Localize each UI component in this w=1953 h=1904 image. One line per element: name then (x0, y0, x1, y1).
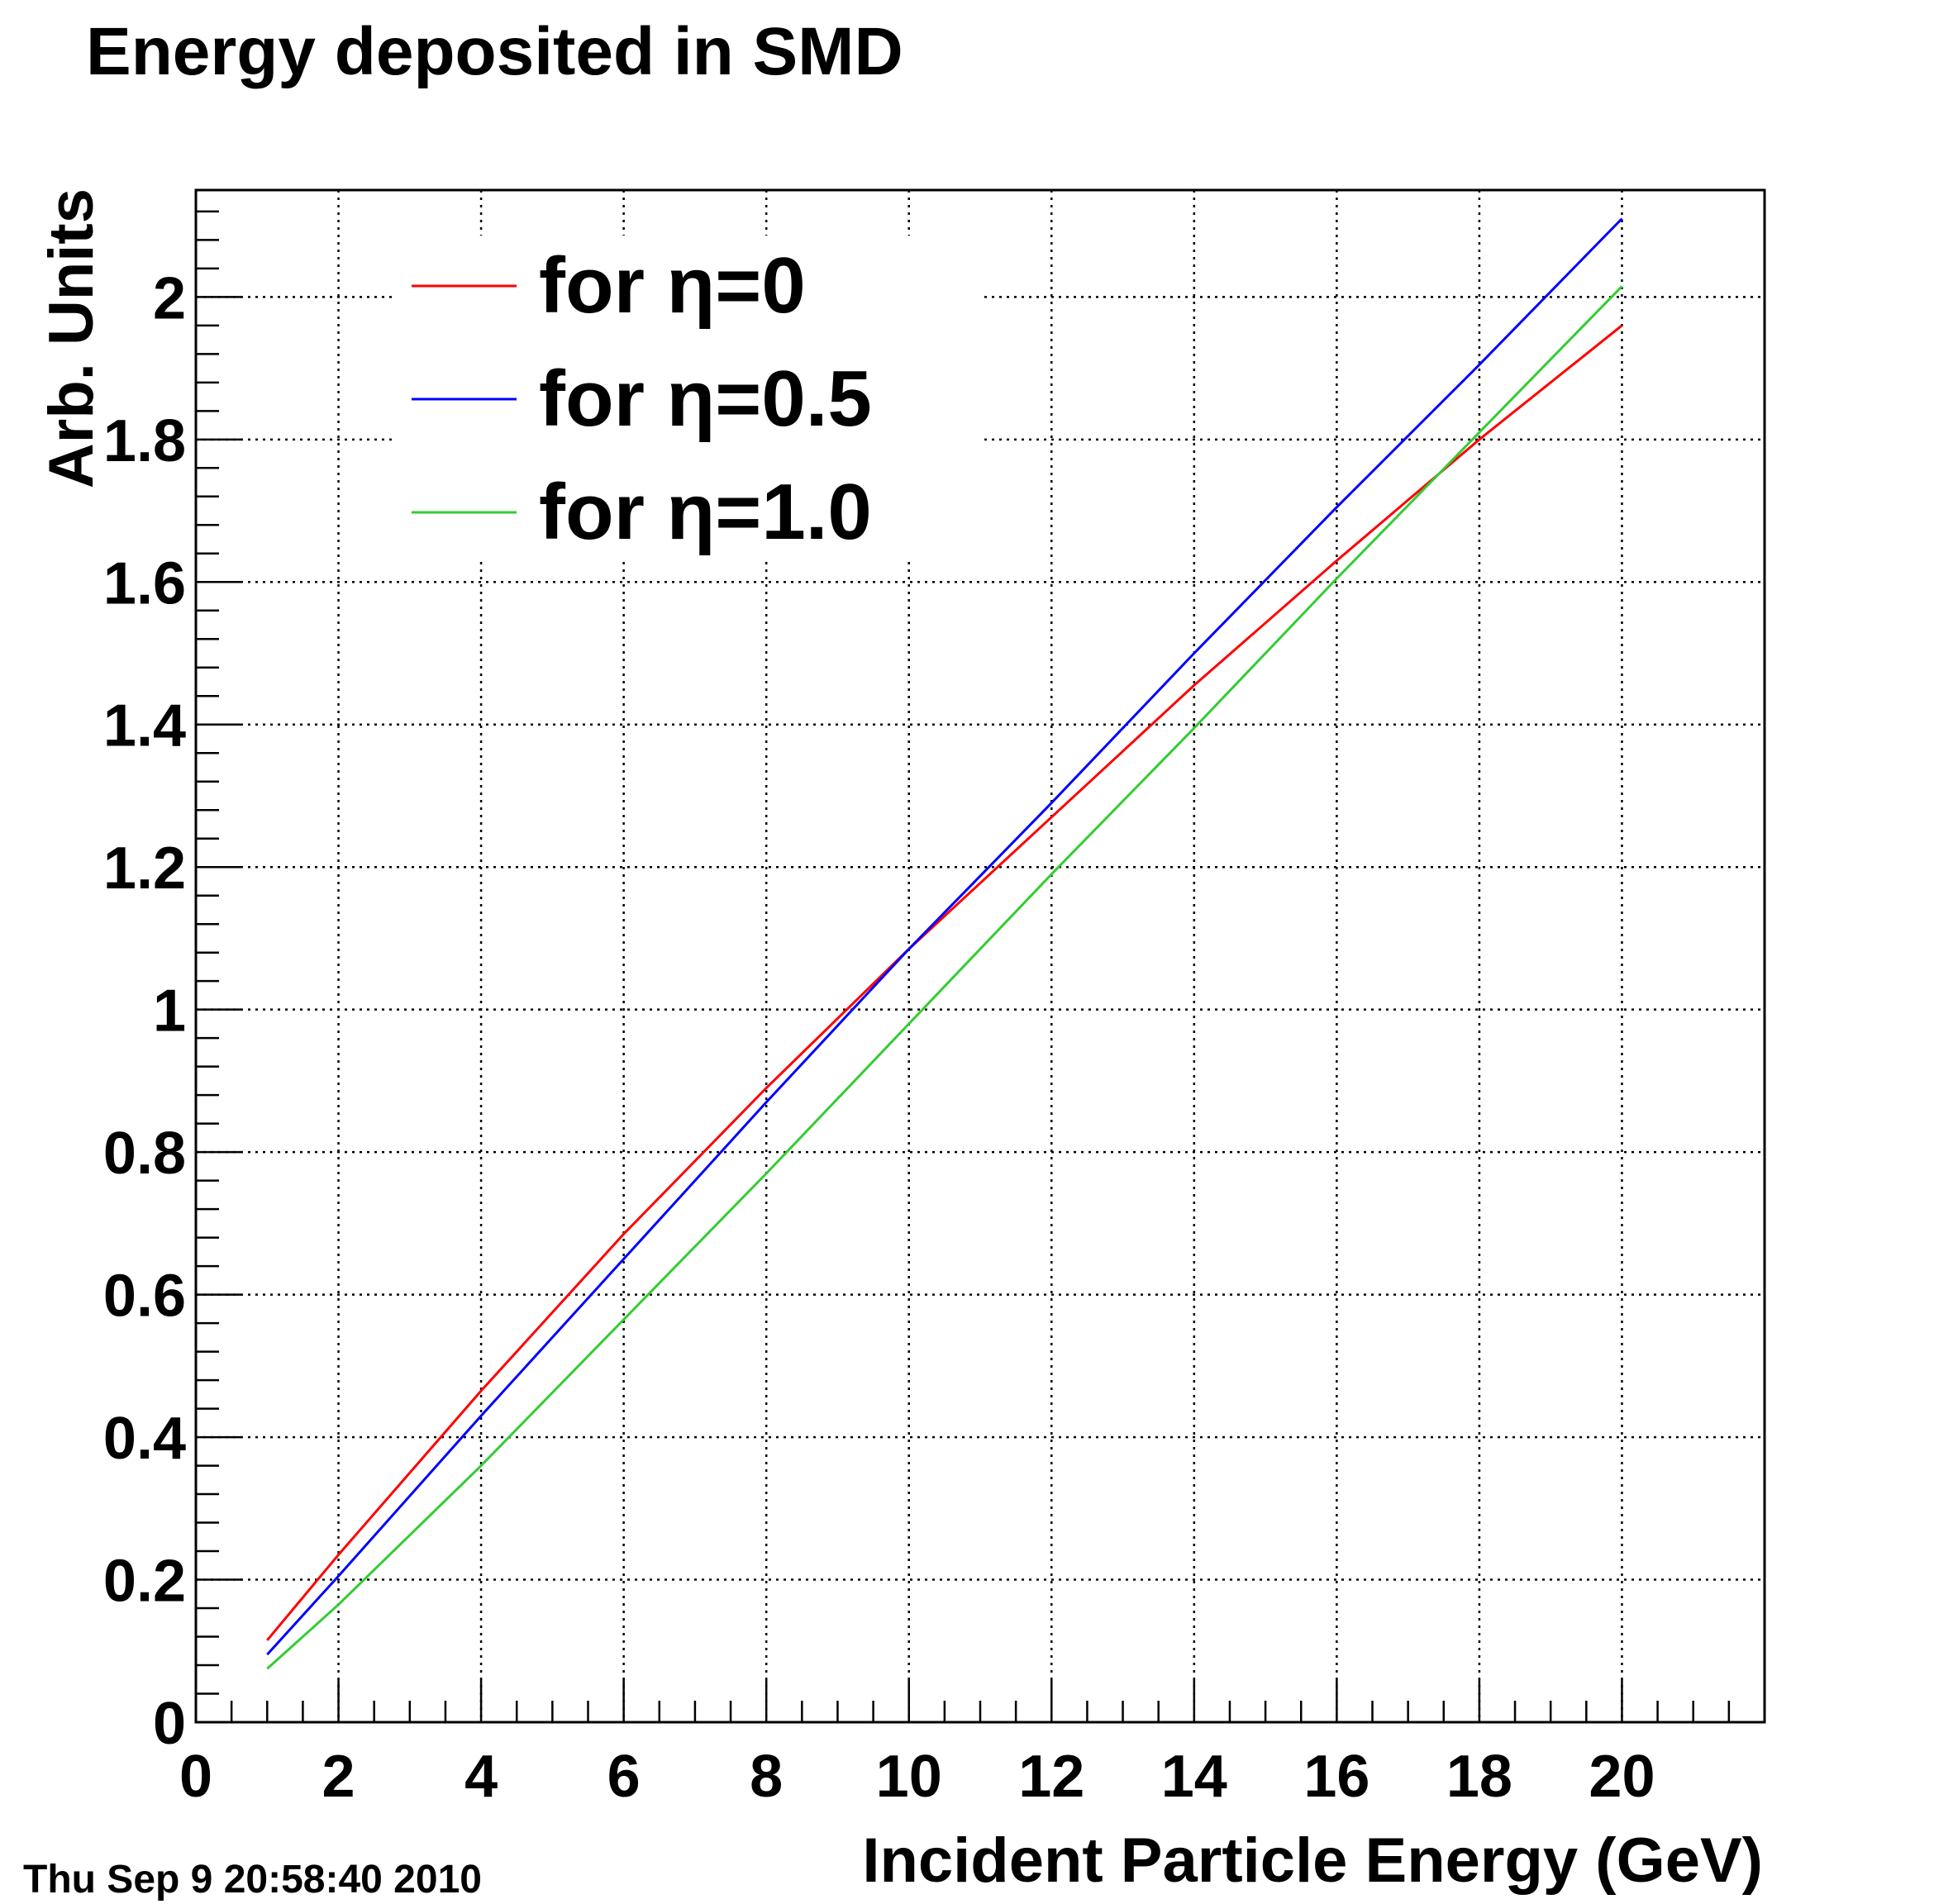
y-tick-label: 0.4 (103, 1406, 186, 1472)
y-tick-label: 1.2 (103, 835, 186, 902)
y-tick-label: 2 (153, 265, 186, 331)
legend-label-3: for η=1.0 (539, 468, 872, 556)
legend-label-1: for η=0 (539, 241, 806, 330)
x-tick-label: 6 (607, 1744, 641, 1810)
legend-label-2: for η=0.5 (539, 355, 872, 443)
y-tick-label: 1.8 (103, 408, 186, 474)
chart-title: Energy deposited in SMD (86, 14, 903, 89)
x-tick-label: 20 (1589, 1744, 1655, 1810)
x-tick-labels: 0 2 4 6 8 10 12 14 16 18 20 (179, 1744, 1655, 1810)
series-lines (266, 217, 1623, 1670)
legend: for η=0 for η=0.5 for η=1.0 (393, 236, 981, 558)
x-tick-label: 18 (1446, 1744, 1512, 1810)
series-line-3 (266, 285, 1623, 1670)
y-tick-label: 0.8 (103, 1121, 186, 1187)
x-tick-label: 12 (1018, 1744, 1084, 1810)
x-tick-label: 4 (464, 1744, 498, 1810)
x-tick-label: 16 (1303, 1744, 1369, 1810)
y-tick-labels: 0 0.2 0.4 0.6 0.8 1 1.2 1.4 1.6 1.8 2 (103, 265, 186, 1757)
y-tick-label: 1.6 (103, 550, 186, 616)
y-axis-label: Arb. Units (36, 188, 107, 488)
y-tick-label: 0.2 (103, 1549, 186, 1615)
timestamp: Thu Sep 9 20:58:40 2010 (23, 1858, 482, 1902)
series-line-2 (266, 217, 1623, 1656)
x-tick-label: 2 (322, 1744, 355, 1810)
x-tick-label: 8 (750, 1744, 783, 1810)
legend-box (393, 236, 981, 558)
x-axis-label: Incident Particle Energy (GeV) (862, 1825, 1763, 1896)
plot-frame (194, 188, 1766, 1724)
y-tick-label: 1 (153, 978, 186, 1045)
y-tick-label: 0 (153, 1691, 186, 1757)
x-tick-label: 14 (1161, 1744, 1227, 1810)
x-tick-label: 10 (876, 1744, 942, 1810)
y-tick-label: 0.6 (103, 1264, 186, 1330)
x-tick-label: 0 (179, 1744, 212, 1810)
y-tick-label: 1.4 (103, 693, 186, 759)
